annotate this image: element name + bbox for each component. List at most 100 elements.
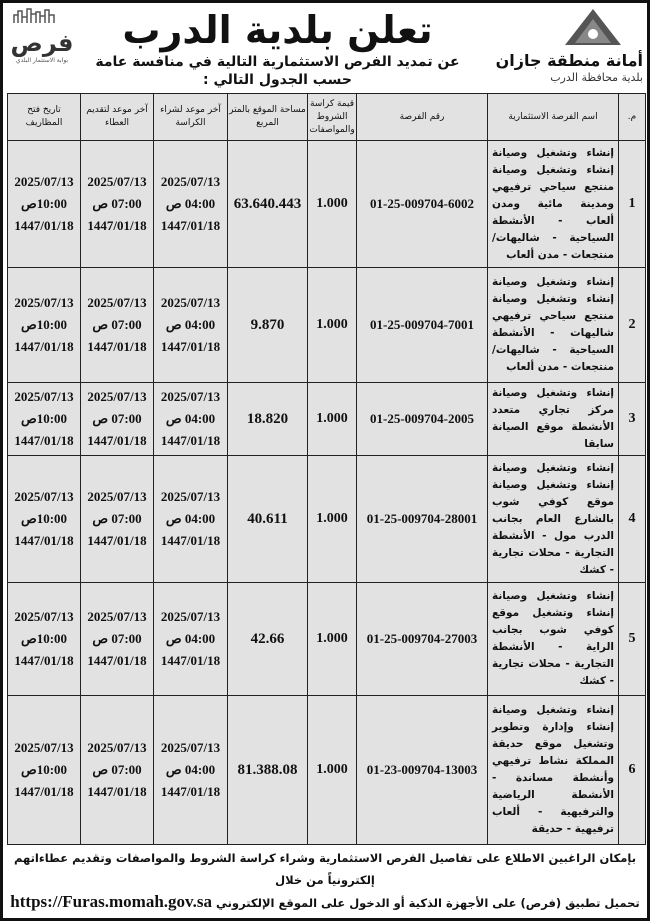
table-row: 6 إنشاء وتشغيل وصيانة إنشاء وإدارة وتطوي… <box>7 695 646 845</box>
opportunity-id: 01-25-009704-7001 <box>356 267 488 383</box>
footer-line-2: تحميل تطبيق (فرص) على الأجهزة الذكية أو … <box>215 896 640 910</box>
header-center: تعلن بلدية الدرب عن تمديد الفرص الاستثما… <box>83 7 472 89</box>
buy-date-line: 1447/01/18 <box>160 653 221 668</box>
furas-logo-sub: بوابة الاستثمار البلدي <box>15 57 69 64</box>
opportunity-name: إنشاء وتشغيل وصيانة إنشاء وتشغيل وصيانة … <box>487 455 619 583</box>
col-open-date: تاريخ فتح المظاريف <box>7 93 81 141</box>
submit-date-line: 07:00 ص <box>92 511 142 526</box>
row-no: 6 <box>618 695 646 845</box>
row-no: 5 <box>618 582 646 696</box>
opportunity-id: 01-23-009704-13003 <box>356 695 488 845</box>
submit-date-line: 1447/01/18 <box>87 533 147 548</box>
open-date-line: 2025/07/13 <box>14 489 74 504</box>
buy-date: 2025/07/13 04:00 ص 1447/01/18 <box>153 455 228 583</box>
furas-logo: فرص بوابة الاستثمار البلدي <box>7 7 77 65</box>
submit-date-line: 2025/07/13 <box>87 174 147 189</box>
municipality-name: أمانة منطقة جازان <box>495 51 643 70</box>
opportunity-name: إنشاء وتشغيل وصيانة مركز تجاري متعدد الأ… <box>487 382 619 456</box>
booklet-price: 1.000 <box>307 267 357 383</box>
open-date-line: 2025/07/13 <box>14 609 74 624</box>
table-row: 1 إنشاء وتشغيل وصيانة إنشاء وتشغيل وصيان… <box>7 140 646 268</box>
row-no: 1 <box>618 140 646 268</box>
table-row: 4 إنشاء وتشغيل وصيانة إنشاء وتشغيل وصيان… <box>7 455 646 583</box>
submit-date-line: 07:00 ص <box>92 631 142 646</box>
buy-date-line: 04:00 ص <box>165 317 216 332</box>
submit-date: 2025/07/13 07:00 ص 1447/01/18 <box>80 140 154 268</box>
buy-date-line: 04:00 ص <box>165 196 216 211</box>
col-submit-deadline: آخر موعد لتقديم العطاء <box>80 93 154 141</box>
site-area: 81.388.08 <box>227 695 308 845</box>
open-date-line: 1447/01/18 <box>14 653 74 668</box>
open-date: 2025/07/13 10:00ص 1447/01/18 <box>7 582 81 696</box>
submit-date-line: 2025/07/13 <box>87 295 147 310</box>
open-date-line: 10:00ص <box>20 511 68 526</box>
submit-date-line: 1447/01/18 <box>87 653 147 668</box>
buy-date-line: 04:00 ص <box>165 631 216 646</box>
submit-date: 2025/07/13 07:00 ص 1447/01/18 <box>80 695 154 845</box>
col-buy-deadline: آخر موعد لشراء الكراسة <box>153 93 228 141</box>
open-date-line: 10:00ص <box>20 411 68 426</box>
buy-date-line: 04:00 ص <box>165 762 216 777</box>
submit-date-line: 1447/01/18 <box>87 339 147 354</box>
submit-date: 2025/07/13 07:00 ص 1447/01/18 <box>80 267 154 383</box>
page-subtitle: عن تمديد الفرص الاستثمارية التالية في من… <box>95 54 460 88</box>
submit-date-line: 2025/07/13 <box>87 389 147 404</box>
buy-date-line: 2025/07/13 <box>160 609 221 624</box>
buy-date-line: 2025/07/13 <box>160 174 221 189</box>
open-date-line: 2025/07/13 <box>14 389 74 404</box>
row-no: 2 <box>618 267 646 383</box>
open-date: 2025/07/13 10:00ص 1447/01/18 <box>7 267 81 383</box>
open-date-line: 2025/07/13 <box>14 740 74 755</box>
open-date: 2025/07/13 10:00ص 1447/01/18 <box>7 695 81 845</box>
buy-date-line: 1447/01/18 <box>160 433 221 448</box>
open-date-line: 1447/01/18 <box>14 533 74 548</box>
footer-note: بإمكان الراغبين الاطلاع على تفاصيل الفرص… <box>7 845 643 914</box>
municipality-sub: بلدية محافظة الدرب <box>550 71 643 84</box>
buy-date: 2025/07/13 04:00 ص 1447/01/18 <box>153 582 228 696</box>
opportunity-id: 01-25-009704-6002 <box>356 140 488 268</box>
footer-line-1: بإمكان الراغبين الاطلاع على تفاصيل الفرص… <box>13 851 637 887</box>
buy-date: 2025/07/13 04:00 ص 1447/01/18 <box>153 140 228 268</box>
open-date: 2025/07/13 10:00ص 1447/01/18 <box>7 455 81 583</box>
submit-date-line: 07:00 ص <box>92 317 142 332</box>
site-area: 63.640.443 <box>227 140 308 268</box>
submit-date-line: 07:00 ص <box>92 411 142 426</box>
furas-url-link[interactable]: https://Furas.momah.gov.sa <box>10 892 212 911</box>
submit-date: 2025/07/13 07:00 ص 1447/01/18 <box>80 582 154 696</box>
col-name: اسم الفرصة الاستثمارية <box>487 93 619 141</box>
furas-logo-word: فرص <box>10 29 74 57</box>
open-date-line: 1447/01/18 <box>14 339 74 354</box>
skyline-icon <box>13 8 55 23</box>
open-date: 2025/07/13 10:00ص 1447/01/18 <box>7 382 81 456</box>
site-area: 18.820 <box>227 382 308 456</box>
buy-date-line: 1447/01/18 <box>160 218 221 233</box>
table-row: 2 إنشاء وتشغيل وصيانة إنشاء وتشغيل وصيان… <box>7 267 646 383</box>
page-title: تعلن بلدية الدرب <box>122 8 433 52</box>
submit-date-line: 07:00 ص <box>92 196 142 211</box>
buy-date-line: 1447/01/18 <box>160 784 221 799</box>
col-price: قيمة كراسة الشروط والمواصفات <box>307 93 357 141</box>
booklet-price: 1.000 <box>307 140 357 268</box>
open-date-line: 10:00ص <box>20 317 68 332</box>
jazan-municipality-logo: أمانة منطقة جازان بلدية محافظة الدرب <box>478 7 643 85</box>
opportunity-id: 01-25-009704-28001 <box>356 455 488 583</box>
buy-date-line: 2025/07/13 <box>160 295 221 310</box>
table-row: 3 إنشاء وتشغيل وصيانة مركز تجاري متعدد ا… <box>7 382 646 456</box>
submit-date-line: 1447/01/18 <box>87 784 147 799</box>
opportunity-name: إنشاء وتشغيل وصيانة إنشاء وإدارة وتطوير … <box>487 695 619 845</box>
site-area: 40.611 <box>227 455 308 583</box>
submit-date-line: 2025/07/13 <box>87 489 147 504</box>
buy-date-line: 1447/01/18 <box>160 533 221 548</box>
emblem-icon <box>565 9 621 45</box>
submit-date-line: 07:00 ص <box>92 762 142 777</box>
booklet-price: 1.000 <box>307 455 357 583</box>
opportunity-name: إنشاء وتشغيل وصيانة إنشاء وتشغيل وصيانة … <box>487 140 619 268</box>
opportunity-id: 01-25-009704-2005 <box>356 382 488 456</box>
opportunity-name: إنشاء وتشغيل وصيانة إنشاء وتشغيل موقع كو… <box>487 582 619 696</box>
open-date: 2025/07/13 10:00ص 1447/01/18 <box>7 140 81 268</box>
buy-date-line: 1447/01/18 <box>160 339 221 354</box>
booklet-price: 1.000 <box>307 582 357 696</box>
submit-date: 2025/07/13 07:00 ص 1447/01/18 <box>80 382 154 456</box>
col-no: م. <box>618 93 646 141</box>
buy-date-line: 2025/07/13 <box>160 489 221 504</box>
